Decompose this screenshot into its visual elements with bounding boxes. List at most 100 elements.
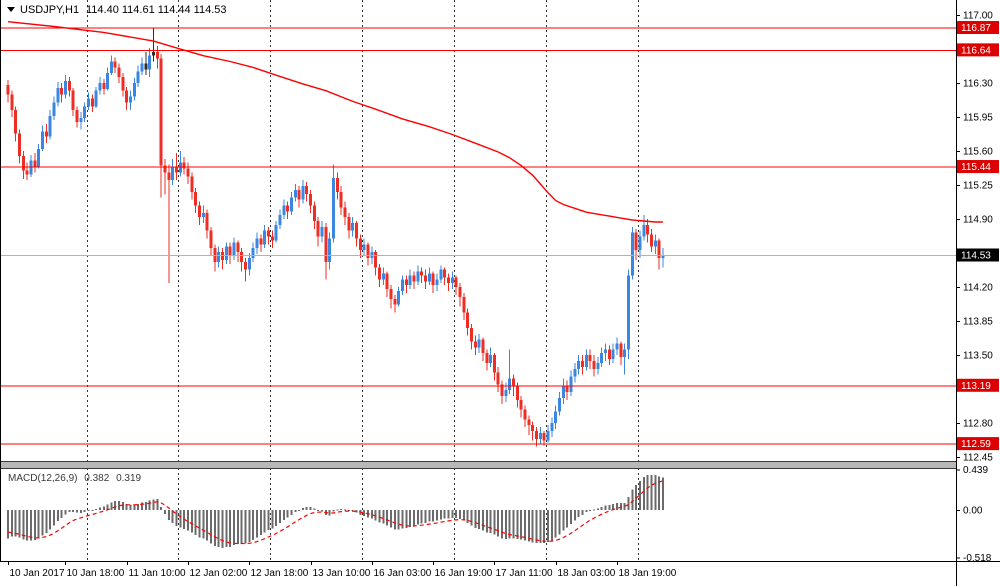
candle-body [125,90,129,103]
candle-body [389,289,393,299]
candle-body [209,230,213,249]
candle-body [615,343,619,350]
candle [496,366,500,393]
macd-histogram-bar [432,510,435,522]
candle-body [224,246,228,260]
current-price-badge [957,248,999,262]
macd-histogram-bar [194,510,197,535]
macd-histogram-bar [420,510,423,524]
macd-histogram-bar [378,510,381,523]
macd-histogram-bar [7,510,9,539]
candle [412,271,416,290]
time-tick-label: 11 Jan 10:00 [129,568,187,579]
candle [86,92,90,111]
candle-body [630,232,634,276]
macd-histogram-bar [18,510,21,538]
candle-body [37,149,41,167]
candle [339,185,343,216]
candle-body [523,409,527,420]
candle [477,333,481,354]
candle [21,150,25,180]
macd-histogram-bar [248,510,251,543]
candle [343,201,347,225]
candle [473,335,477,356]
macd-histogram-bar [206,510,209,541]
candle-body [642,224,646,237]
macd-histogram-bar [160,507,163,510]
macd-histogram-bar [539,510,542,544]
macd-histogram-bar [393,510,396,530]
price-line-badge-label: 113.19 [961,381,991,392]
macd-histogram-bar [255,510,258,538]
macd-histogram-bar [198,510,201,538]
candle [450,271,454,290]
macd-histogram-bar [52,510,55,526]
candle-body [408,275,412,286]
macd-histogram-bar [570,510,573,525]
macd-scale-label: 0.439 [963,465,988,476]
horizontal-lines-layer[interactable] [0,27,956,445]
macd-histogram-bar [129,504,132,510]
candle-body [324,226,328,262]
macd-histogram-bar [581,510,584,515]
candle-body [512,378,516,387]
candle-body [48,115,52,137]
candle [588,349,592,369]
candle [243,257,247,282]
candle [14,106,18,142]
candle-body [259,238,263,245]
macd-histogram-bar [336,509,339,511]
candle [228,242,232,264]
candle [374,250,378,276]
candle-body [44,131,48,137]
macd-histogram-bar [202,510,205,539]
candle [469,324,473,350]
candle-body [603,349,607,354]
macd-scale-label: -0.518 [963,553,992,564]
macd-histogram-bar [332,510,335,512]
candle [404,275,408,293]
candle [113,57,117,74]
price-tick-label: 112.80 [963,419,993,430]
macd-histogram-bar [171,510,174,524]
candle-body [600,353,604,363]
macd-histogram-bar [282,510,285,520]
macd-histogram-bar [589,510,592,511]
symbol-dropdown-icon[interactable] [7,7,15,12]
candle [79,112,83,130]
candle [328,232,332,270]
candle [205,209,209,239]
candle [661,248,665,268]
candle [492,353,496,381]
pane-separator-band[interactable] [0,461,956,468]
candle-body [458,287,462,297]
candle-body [21,155,25,171]
macd-histogram-bar [439,510,442,520]
candle-body [266,230,270,237]
candle [485,349,489,371]
candle-body [201,213,205,218]
candle-body [577,360,581,369]
candle-body [446,277,450,284]
macd-histogram-bar [152,499,155,510]
macd-histogram-bar [14,510,17,537]
candle-body [485,353,489,363]
candle-body [508,378,512,391]
candle [427,267,431,286]
macd-histogram-bar [244,510,247,544]
candle-body [140,63,144,72]
macd-histogram-bar [98,507,101,510]
price-line-badge [957,21,999,35]
candle-body [420,271,424,276]
candle-body [316,220,320,237]
macd-histogram-bar [141,502,144,510]
macd-histogram-bar [363,510,366,516]
macd-histogram-bar [83,510,86,513]
candle-body [496,372,500,385]
candle-body [286,205,290,212]
candle [443,267,447,286]
macd-histogram-bar [650,474,653,510]
candle [565,380,569,400]
